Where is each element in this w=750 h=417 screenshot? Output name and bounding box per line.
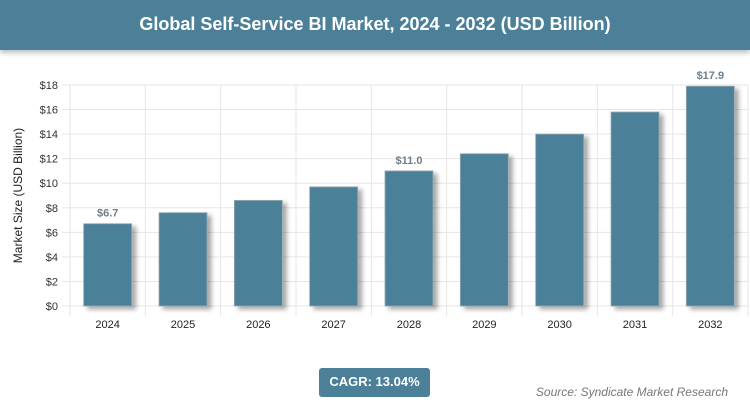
chart-title: Global Self-Service BI Market, 2024 - 20… (0, 0, 750, 50)
data-label: $11.0 (396, 155, 423, 167)
y-tick-label: $4 (46, 252, 58, 264)
y-tick-label: $8 (46, 203, 58, 215)
x-tick-label: 2030 (547, 319, 571, 331)
y-tick-label: $16 (40, 105, 58, 117)
bar-2027 (309, 186, 359, 307)
x-tick-label: 2031 (623, 319, 647, 331)
bar-2028 (384, 170, 434, 307)
bar-2030 (535, 133, 585, 307)
bar-2025 (158, 212, 208, 307)
x-tick-label: 2024 (95, 319, 119, 331)
cagr-badge: CAGR: 13.04% (319, 368, 430, 397)
x-tick-label: 2032 (698, 319, 722, 331)
y-tick-label: $18 (40, 80, 58, 92)
x-tick-label: 2026 (246, 319, 270, 331)
y-tick-label: $14 (40, 129, 58, 141)
bar-2024 (83, 223, 133, 307)
bar-2031 (610, 111, 660, 307)
x-tick-label: 2025 (171, 319, 195, 331)
x-tick-label: 2027 (321, 319, 345, 331)
bar-2032 (685, 85, 735, 307)
y-tick-label: $2 (46, 276, 58, 288)
data-label: $17.9 (697, 70, 725, 82)
y-tick-label: $10 (40, 178, 58, 190)
y-tick-label: $12 (40, 154, 58, 166)
source-note: Source: Syndicate Market Research (535, 385, 728, 399)
bar-2026 (233, 200, 283, 307)
y-tick-label: $6 (46, 227, 58, 239)
x-tick-label: 2029 (472, 319, 496, 331)
x-tick-label: 2028 (397, 319, 421, 331)
y-tick-label: $0 (46, 301, 58, 313)
y-axis-label: Market Size (USD Billion) (11, 128, 25, 263)
data-label: $6.7 (97, 208, 118, 220)
bar-2029 (459, 153, 509, 307)
